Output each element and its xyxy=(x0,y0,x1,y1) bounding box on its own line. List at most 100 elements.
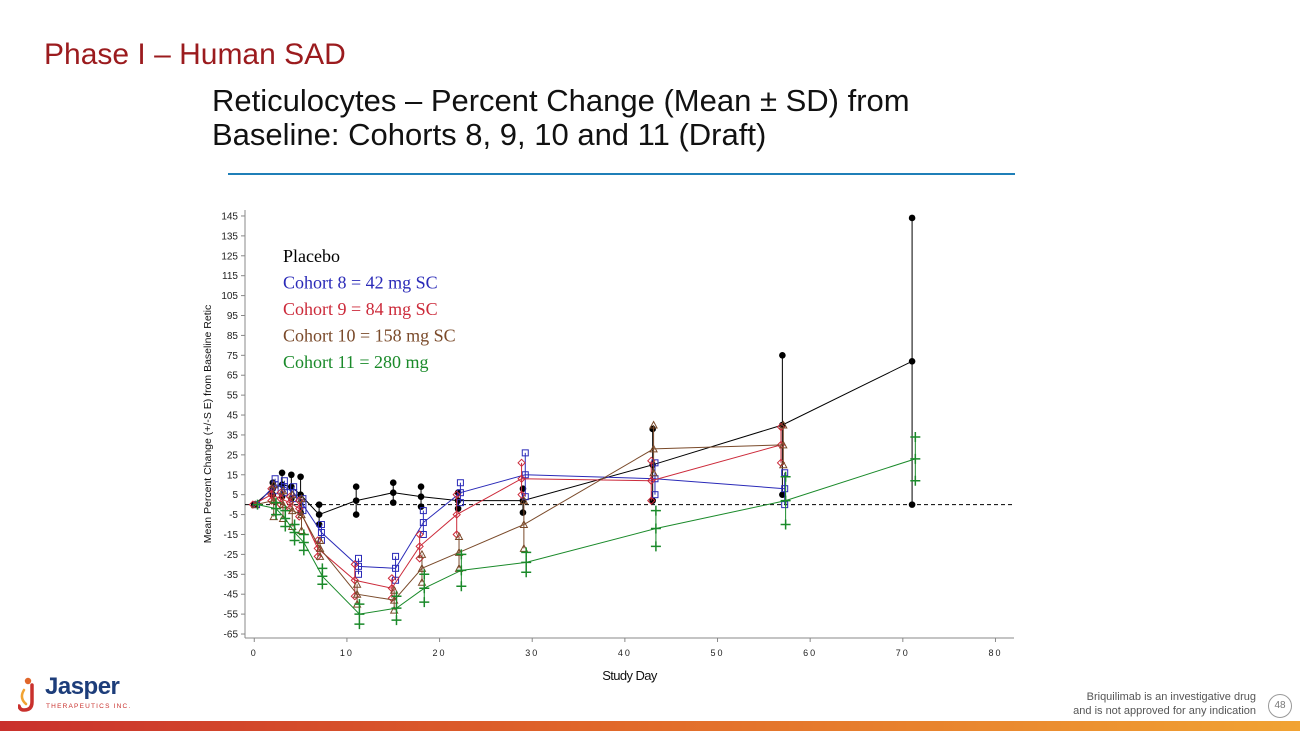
y-tick-label: 55 xyxy=(227,391,239,402)
legend-entry: Cohort 10 = 158 mg SC xyxy=(283,326,456,346)
data-point xyxy=(317,571,328,582)
y-tick-label: 115 xyxy=(222,271,238,282)
error-bar-cap xyxy=(521,449,529,457)
error-bar-cap xyxy=(778,460,788,469)
y-tick-label: 145 xyxy=(221,211,238,222)
error-bar-cap xyxy=(452,490,461,499)
error-bar-cap xyxy=(354,619,365,630)
y-tick-label: 35 xyxy=(227,430,239,441)
legend-entry: Cohort 8 = 42 mg SC xyxy=(283,273,438,293)
data-point xyxy=(280,513,291,524)
error-bar-cap xyxy=(908,501,916,508)
data-point xyxy=(419,519,427,527)
error-bar-cap xyxy=(647,496,656,505)
data-point xyxy=(315,511,323,518)
x-axis: 0 10 20 30 40 50 60 70 80 xyxy=(251,638,1002,658)
data-point xyxy=(456,489,464,497)
data-point xyxy=(908,357,916,365)
data-point xyxy=(519,519,529,529)
data-point xyxy=(780,495,791,506)
error-bar-cap xyxy=(354,554,362,562)
data-point xyxy=(647,476,656,485)
y-tick-label: -45 xyxy=(224,590,239,601)
legend: Placebo Cohort 8 = 42 mg SC Cohort 9 = 84 … xyxy=(283,246,456,372)
y-tick-label: 85 xyxy=(227,331,239,342)
data-point xyxy=(252,499,263,510)
y-axis-label: Mean Percent Change (+/-S E) from Baseli… xyxy=(202,305,214,543)
error-bar-cap xyxy=(389,479,397,487)
error-bar-cap xyxy=(417,577,427,586)
series-line xyxy=(255,444,784,601)
error-bar-cap xyxy=(315,551,325,560)
error-bar-cap xyxy=(419,507,427,515)
error-bar-cap xyxy=(779,352,786,359)
y-tick-label: 95 xyxy=(227,311,239,322)
error-bar-cap xyxy=(317,521,325,529)
data-point xyxy=(910,453,921,464)
error-bar-cap xyxy=(517,458,526,468)
data-point xyxy=(271,503,282,514)
error-bar-cap xyxy=(650,505,661,516)
error-bar-cap xyxy=(419,569,430,580)
y-tick-label: -65 xyxy=(224,630,239,641)
series-4 xyxy=(252,431,921,630)
error-bar-cap xyxy=(417,483,425,491)
series-layer xyxy=(248,214,921,630)
y-tick-label: -25 xyxy=(224,550,239,561)
x-tick-label: 40 xyxy=(618,648,632,658)
x-tick-label: 0 xyxy=(251,648,258,658)
error-bar-cap xyxy=(419,530,427,538)
y-tick-label: 25 xyxy=(227,450,239,461)
error-bar-cap xyxy=(519,496,529,505)
y-tick-label: 75 xyxy=(227,351,239,362)
series-line xyxy=(252,444,782,589)
data-point xyxy=(778,440,788,449)
data-point xyxy=(287,506,297,515)
y-tick-label: 105 xyxy=(221,291,238,302)
y-tick-label: -15 xyxy=(224,530,239,541)
x-tick-label: 20 xyxy=(433,648,447,658)
bottom-accent-bar xyxy=(0,721,1300,731)
error-bar-cap xyxy=(278,469,286,477)
data-point xyxy=(288,483,295,491)
plot-frame xyxy=(244,210,1014,639)
error-bar-cap xyxy=(519,509,527,516)
legend-entry: Cohort 11 = 280 mg xyxy=(283,352,429,372)
error-bar-cap xyxy=(417,503,425,510)
error-bar-cap xyxy=(781,501,789,509)
error-bar-cap xyxy=(456,499,464,507)
error-bar-cap xyxy=(391,591,402,602)
x-tick-label: 80 xyxy=(988,648,1002,658)
error-bar-cap xyxy=(456,581,467,592)
data-point xyxy=(649,444,658,453)
title-rule xyxy=(228,173,1015,175)
error-bar-cap xyxy=(778,420,788,429)
logo-name: Jasper xyxy=(45,673,120,700)
jasper-logo: Jasper THERAPEUTICS INC. xyxy=(18,673,148,718)
error-bar-cap xyxy=(288,471,295,479)
error-bar-cap xyxy=(521,547,532,558)
error-bar-cap xyxy=(352,511,360,518)
data-point xyxy=(781,485,789,493)
data-point xyxy=(517,474,526,483)
page-number: 48 xyxy=(1268,694,1292,718)
y-tick-label: 135 xyxy=(221,231,238,242)
error-bar-cap xyxy=(391,615,402,626)
data-point xyxy=(354,562,362,570)
error-bar-cap xyxy=(780,519,791,530)
slide-title: Phase I – Human SAD xyxy=(44,38,346,71)
y-tick-label: 125 xyxy=(221,251,238,262)
error-bar-cap xyxy=(387,574,397,583)
data-point xyxy=(278,500,288,509)
data-point xyxy=(650,523,661,534)
error-bar-cap xyxy=(315,501,323,508)
error-bar-cap xyxy=(354,599,365,610)
data-point xyxy=(297,510,306,519)
x-tick-label: 10 xyxy=(340,648,354,658)
error-bar-cap xyxy=(352,579,362,588)
data-point xyxy=(290,489,298,497)
error-bar-cap xyxy=(779,491,786,498)
chart-title-line1: Reticulocytes – Percent Change (Mean ± S… xyxy=(212,83,910,118)
error-bar-cap xyxy=(417,549,427,558)
logo-subtitle: THERAPEUTICS INC. xyxy=(46,703,132,710)
